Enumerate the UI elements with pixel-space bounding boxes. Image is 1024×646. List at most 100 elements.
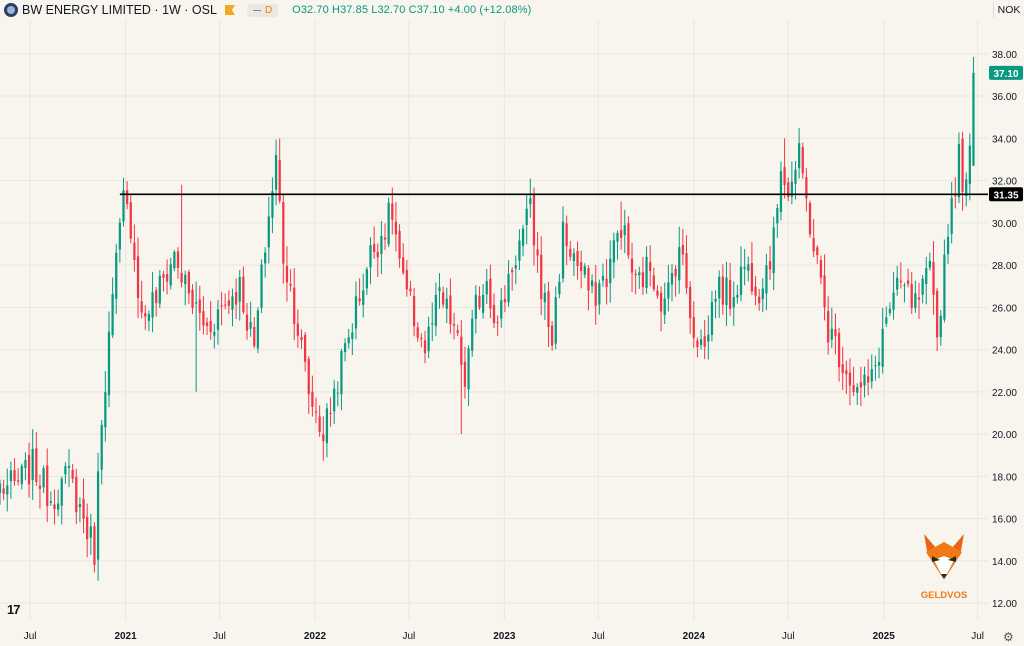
candle	[322, 434, 325, 442]
symbol-logo-icon	[4, 3, 18, 17]
y-tick-label: 24.00	[992, 346, 1017, 357]
candle	[434, 294, 438, 327]
candle	[398, 231, 401, 259]
open-label: O	[292, 4, 301, 16]
candle	[518, 240, 521, 261]
currency-selector[interactable]: NOK	[993, 2, 1024, 18]
interval-badge[interactable]: D	[246, 3, 279, 17]
candle	[325, 408, 329, 444]
candle	[659, 292, 663, 312]
candle	[351, 332, 354, 339]
chart-header: BW ENERGY LIMITED · 1W · OSL D O32.70 H3…	[0, 0, 1024, 20]
candle	[805, 177, 808, 199]
close-value: 37.10	[416, 4, 445, 16]
candle	[253, 326, 256, 347]
symbol-title[interactable]: BW ENERGY LIMITED · 1W · OSL	[22, 3, 217, 17]
candle	[678, 247, 681, 281]
candle	[122, 190, 125, 222]
candle	[100, 424, 103, 470]
candle	[761, 288, 764, 300]
change-value: +4.00 (+12.08%)	[447, 4, 532, 16]
candle	[489, 278, 492, 309]
candle	[605, 278, 608, 288]
candle	[474, 294, 477, 319]
candle	[928, 260, 932, 268]
candle	[500, 300, 503, 319]
y-tick-label: 20.00	[992, 430, 1017, 441]
candle	[540, 254, 543, 300]
y-tick-label: 14.00	[992, 557, 1017, 568]
candle	[111, 293, 114, 336]
candle	[463, 361, 467, 387]
candle	[914, 293, 917, 309]
candle	[354, 296, 358, 329]
candle	[38, 485, 42, 489]
candle	[35, 448, 38, 482]
candle	[147, 314, 151, 321]
candle	[670, 272, 674, 285]
x-tick-label: 2023	[493, 631, 516, 642]
flag-icon[interactable]	[224, 5, 235, 15]
candle	[932, 261, 935, 295]
candle	[550, 325, 554, 346]
candle	[725, 277, 728, 306]
x-tick-label: Jul	[213, 631, 226, 642]
y-tick-label: 26.00	[992, 303, 1017, 314]
candle	[140, 301, 143, 313]
candle	[71, 469, 74, 479]
candle	[554, 297, 557, 344]
high-value: 37.85	[340, 4, 369, 16]
tradingview-logo-icon[interactable]: 17	[7, 602, 21, 617]
y-tick-label: 36.00	[992, 92, 1017, 103]
candle	[184, 274, 187, 285]
candle	[925, 268, 928, 285]
candle	[598, 283, 601, 305]
candle	[216, 309, 220, 330]
candle	[492, 305, 496, 324]
candle	[27, 455, 31, 485]
candle	[391, 203, 394, 220]
candle	[365, 269, 368, 289]
candle	[674, 268, 677, 277]
candle	[347, 337, 350, 344]
candle	[507, 273, 510, 303]
candle	[438, 287, 441, 292]
candle	[402, 257, 405, 273]
interval-badge-label: D	[264, 4, 273, 16]
candle	[75, 476, 78, 513]
candle	[42, 468, 45, 488]
candle	[663, 298, 666, 315]
candle	[939, 315, 942, 338]
high-label: H	[332, 4, 341, 16]
settings-gear-icon[interactable]: ⚙	[1003, 630, 1014, 644]
candle	[827, 311, 830, 343]
candle	[768, 261, 772, 270]
candle	[594, 282, 597, 306]
candle	[0, 483, 2, 493]
price-axis[interactable]: 12.00 14.00 16.00 18.00 20.00 22.00 24.00 26.00…	[989, 50, 1023, 610]
candle	[60, 478, 63, 506]
candle	[627, 223, 630, 256]
x-tick-label: 2022	[304, 631, 327, 642]
candle	[373, 244, 376, 253]
candle	[511, 270, 514, 273]
candle	[89, 526, 92, 538]
candle	[783, 167, 786, 185]
candle	[205, 322, 209, 326]
candle	[856, 387, 859, 393]
candle	[899, 280, 902, 283]
candle	[460, 336, 463, 365]
candle	[681, 244, 685, 255]
y-tick-label: 12.00	[992, 599, 1017, 610]
candle	[387, 202, 390, 245]
candle	[314, 411, 318, 413]
candle	[358, 298, 361, 302]
candle	[115, 252, 118, 299]
candle	[383, 237, 387, 240]
time-axis[interactable]: Jul 2021 Jul 2022 Jul 2023 Jul 2024 Jul 2025 Jul	[24, 631, 984, 642]
candle	[136, 256, 140, 299]
candle	[82, 498, 85, 519]
candle	[158, 275, 161, 304]
ohlc-values: O32.70 H37.85 L32.70 C37.10 +4.00 (+12.0…	[292, 4, 531, 16]
